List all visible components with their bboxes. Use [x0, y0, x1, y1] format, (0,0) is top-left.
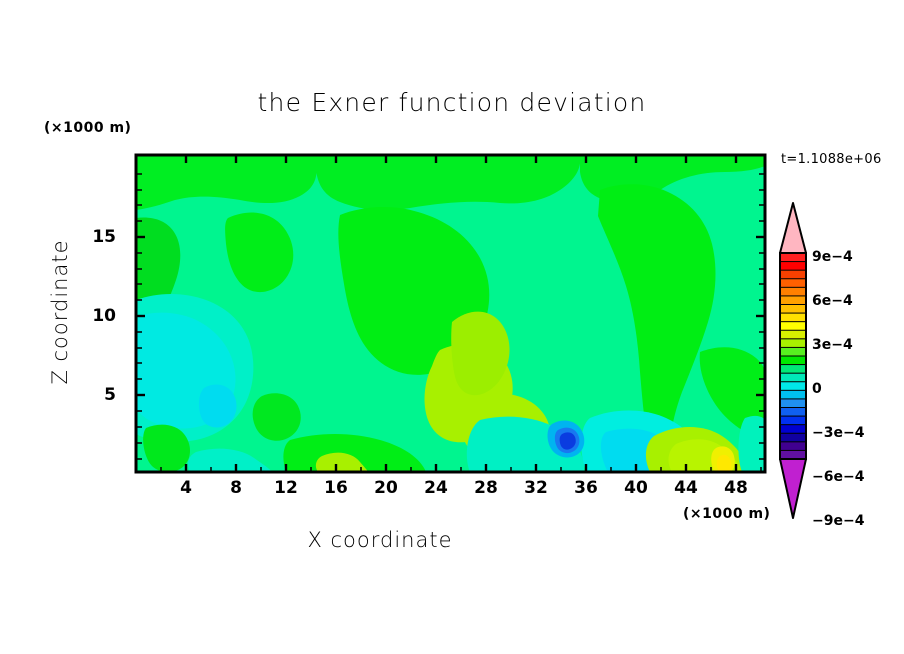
contour-band-green-mid-blob — [225, 212, 294, 293]
contour-band-cyan-bottom-left — [188, 448, 272, 472]
colorbar-tick-label: −6e−4 — [812, 469, 865, 485]
colorbar-band — [779, 381, 807, 392]
x-tick-label: 48 — [724, 478, 748, 498]
colorbar-band — [779, 432, 807, 443]
x-tick-label: 36 — [574, 478, 598, 498]
y-tick-label: 5 — [104, 385, 116, 405]
x-tick-label: 44 — [674, 478, 698, 498]
y-tick-label: 15 — [92, 227, 116, 247]
contour-band-blue-point-core — [559, 432, 576, 450]
colorbar-band — [779, 407, 807, 417]
contour-band-cyan-core-left — [198, 384, 237, 428]
x-tick-label: 4 — [180, 478, 192, 498]
colorbar-band — [779, 286, 807, 297]
colorbar-tick-label: 3e−4 — [812, 337, 853, 353]
colorbar-bands — [779, 252, 807, 460]
colorbar-tick-label: −3e−4 — [812, 425, 865, 441]
colorbar-band — [779, 304, 807, 314]
x-tick-label: 20 — [374, 478, 398, 498]
colorbar-band — [779, 261, 807, 272]
x-tick-label: 12 — [274, 478, 298, 498]
y-axis-ticks — [136, 235, 765, 397]
colorbar-band — [779, 398, 807, 409]
colorbar-band — [779, 338, 807, 349]
plot-frame — [134, 153, 767, 474]
contour-band-yellow-hotspot-core — [716, 454, 732, 472]
colorbar-band — [779, 312, 807, 323]
x-tick-label: 28 — [474, 478, 498, 498]
colorbar-band — [779, 295, 807, 306]
colorbar-tick-label: 6e−4 — [812, 293, 853, 309]
x-axis-minor-ticks — [160, 467, 762, 472]
colorbar-band — [779, 329, 807, 340]
colorbar-band — [779, 321, 807, 332]
colorbar-band — [779, 364, 807, 375]
colorbar-band — [779, 424, 807, 435]
contour-band-yellowgreen-low-small — [315, 452, 368, 472]
colorbar-band — [779, 252, 807, 263]
colorbar-band — [779, 278, 807, 289]
colorbar-band — [779, 346, 807, 357]
contour-band-yellowgreen-plume — [451, 311, 510, 396]
timestamp-annotation: t=1.1088e+06 — [781, 152, 882, 167]
colorbar-tick-label: 0 — [812, 381, 822, 397]
colorbar-band — [779, 269, 807, 280]
contour-band-green-patch-lowleft2 — [252, 393, 301, 441]
x-tick-label: 32 — [524, 478, 548, 498]
contour-band-green-right-column — [598, 184, 716, 442]
y-axis-minor-ticks — [136, 173, 765, 460]
x-axis-label: X coordinate — [307, 528, 453, 552]
contour-band-green-top-mid — [316, 155, 581, 210]
colorbar-band — [779, 415, 807, 426]
colorbar-band — [779, 355, 807, 366]
x-tick-label: 8 — [230, 478, 242, 498]
colorbar-over-arrow — [779, 202, 807, 254]
x-tick-label: 40 — [624, 478, 648, 498]
colorbar-band — [779, 389, 807, 400]
colorbar-tick-label: −9e−4 — [812, 513, 865, 529]
contour-band-green-lowleft-blob — [143, 424, 190, 472]
colorbar-band — [779, 441, 807, 452]
contour-band-green-topleft-sliver — [136, 155, 190, 182]
colorbar-band — [779, 372, 807, 383]
colorbar-under-arrow — [779, 458, 807, 519]
x-tick-label: 16 — [324, 478, 348, 498]
x-axis-ticks — [184, 155, 738, 472]
contour-band-cyan-faint-rightedge — [738, 415, 765, 472]
contour-band-green-upper — [136, 155, 317, 210]
x-axis-unit-note: (×1000 m) — [683, 506, 771, 522]
x-tick-label: 24 — [424, 478, 448, 498]
contour-field — [136, 155, 765, 472]
y-axis-unit-note: (×1000 m) — [44, 120, 132, 136]
colorbar-tick-label: 9e−4 — [812, 249, 853, 265]
colorbar[interactable] — [779, 202, 807, 519]
y-tick-label: 10 — [92, 306, 116, 326]
page-title: the Exner function deviation — [257, 88, 647, 117]
